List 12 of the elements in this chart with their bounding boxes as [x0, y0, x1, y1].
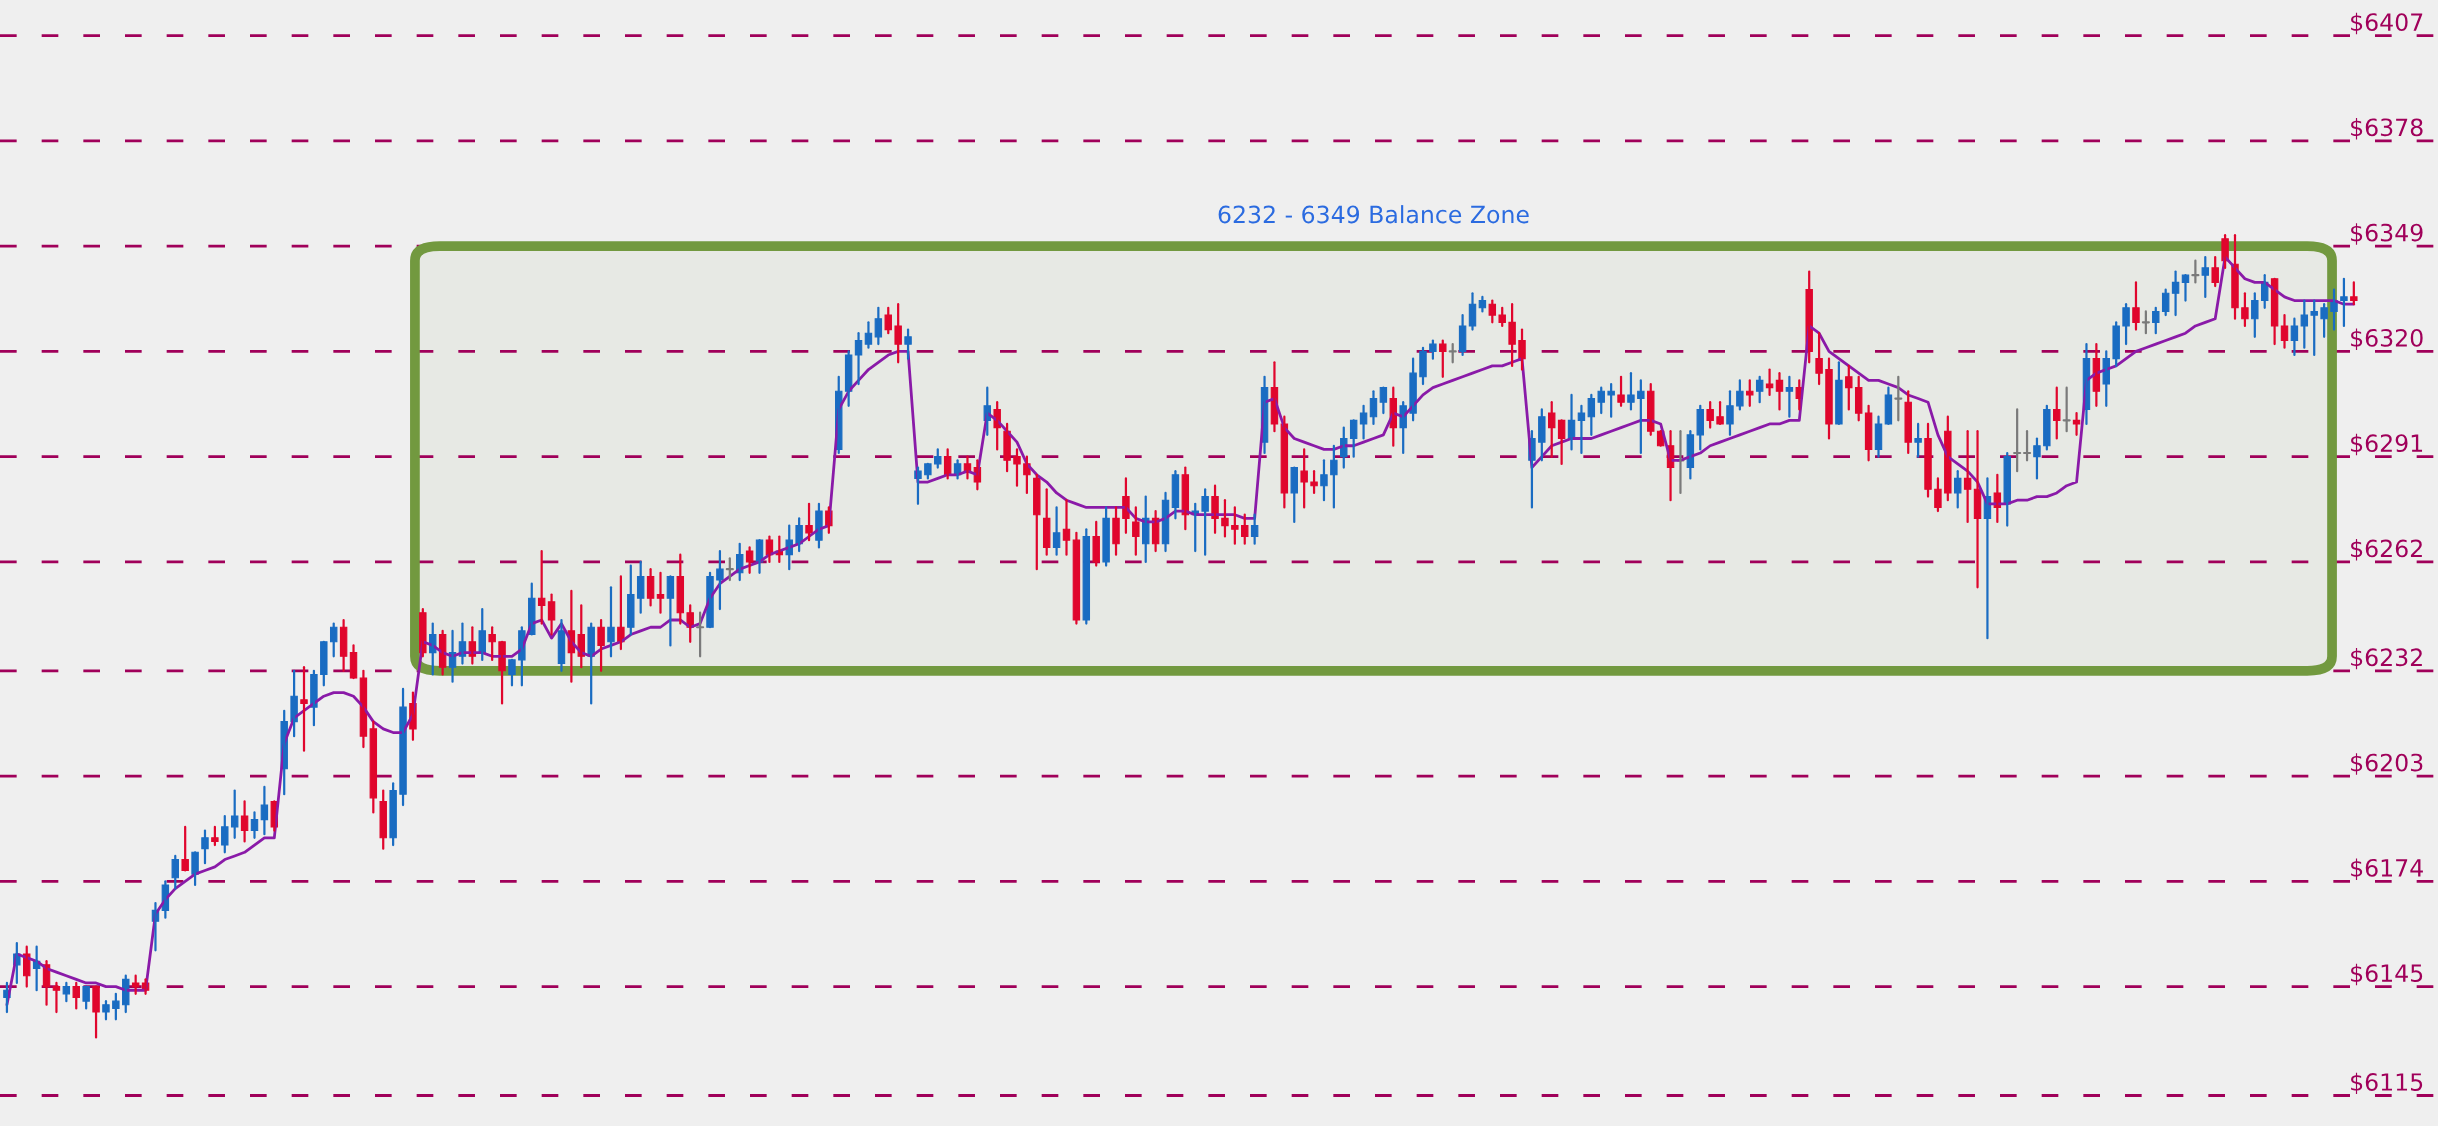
y-tick-label: $6262 [2351, 539, 2422, 561]
y-tick-label: $6232 [2351, 647, 2422, 670]
y-tick-label: $6174 [2351, 858, 2423, 880]
y-tick-label: $6349 [2351, 223, 2423, 245]
y-tick-label: $6407 [2351, 12, 2423, 35]
y-tick-label: $6115 [2351, 1072, 2423, 1095]
y-tick-label: $6291 [2351, 433, 2423, 456]
y-tick-label: $6320 [2351, 328, 2423, 350]
y-tick-label: $6145 [2351, 963, 2423, 986]
y-tick-label: $6203 [2351, 753, 2423, 775]
y-tick-label: $6378 [2351, 117, 2423, 140]
band-label: 6232 - 6349 Balance Zone [1218, 205, 1529, 224]
